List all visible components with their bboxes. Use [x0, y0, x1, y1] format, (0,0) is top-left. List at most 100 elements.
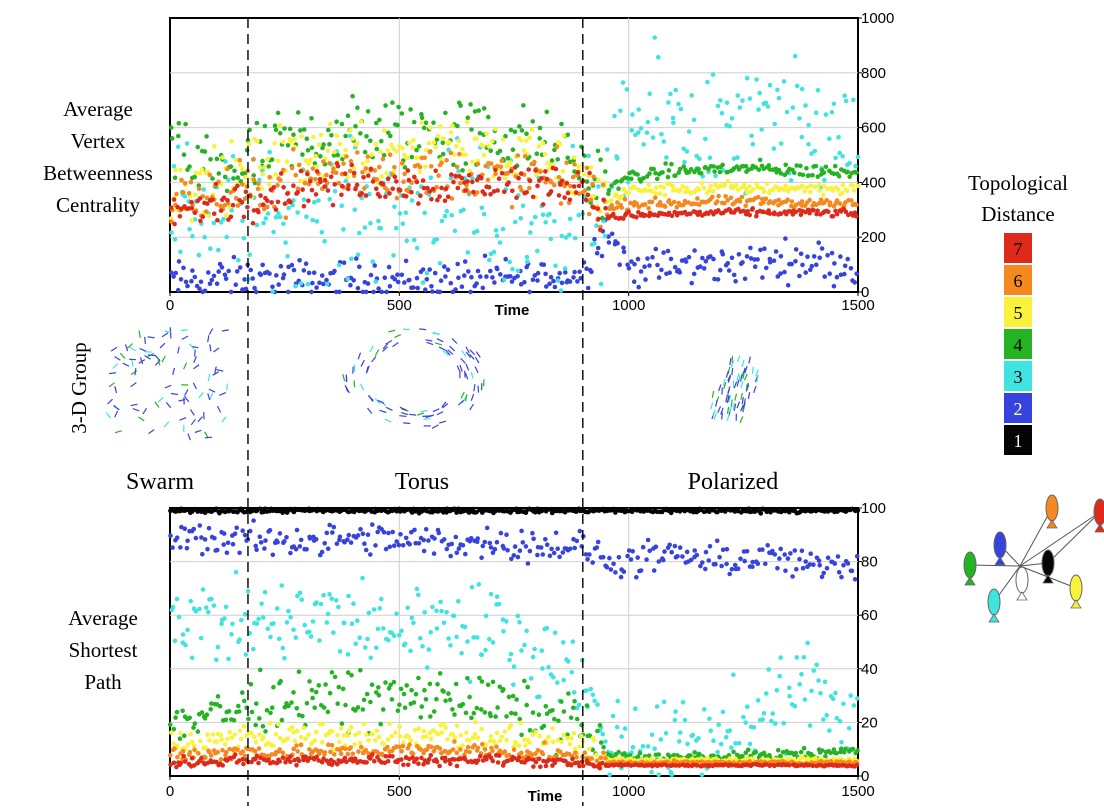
betweenness-point-series-2	[226, 268, 231, 274]
shortest-path-point-series-2	[463, 551, 468, 557]
shortest-path-point-series-4	[780, 749, 786, 755]
betweenness-point-series-7	[265, 198, 270, 203]
shortest-path-point-series-3	[349, 621, 355, 626]
shortest-path-point-series-3	[371, 607, 377, 612]
betweenness-point-series-2	[248, 267, 253, 273]
shortest-path-point-series-7	[385, 758, 391, 764]
shortest-path-point-series-5	[591, 738, 597, 743]
shortest-path-point-series-6	[358, 744, 364, 750]
shortest-path-point-series-2	[468, 536, 474, 541]
shortest-path-point-series-5	[364, 732, 369, 737]
shortest-path-point-series-6	[437, 746, 443, 751]
shortest-path-point-series-1	[611, 506, 616, 512]
shortest-path-point-series-6	[385, 744, 390, 750]
shortest-path-point-series-2	[398, 532, 403, 537]
shortest-path-point-series-6	[465, 744, 471, 750]
betweenness-point-series-5	[299, 134, 304, 139]
agent-glyph	[432, 332, 440, 335]
agent-glyph	[711, 390, 715, 398]
betweenness-point-series-7	[556, 193, 562, 198]
shortest-path-point-series-4	[349, 672, 354, 678]
shortest-path-point-series-3	[830, 696, 836, 701]
betweenness-point-series-6	[449, 196, 455, 201]
betweenness-point-series-3	[673, 87, 678, 93]
betweenness-point-series-3	[525, 259, 530, 265]
betweenness-point-series-6	[251, 177, 257, 183]
shortest-path-point-series-3	[237, 637, 242, 642]
betweenness-point-series-3	[756, 107, 761, 112]
shortest-path-point-series-3	[678, 730, 683, 735]
betweenness-point-series-6	[494, 164, 500, 169]
shortest-path-point-series-4	[309, 687, 315, 693]
shortest-path-point-series-2	[413, 540, 419, 546]
shortest-path-point-series-3	[456, 599, 461, 604]
betweenness-point-series-5	[493, 126, 498, 132]
betweenness-point-series-3	[409, 198, 415, 203]
betweenness-point-series-2	[559, 280, 565, 286]
shortest-path-point-series-3	[588, 686, 594, 692]
betweenness-point-series-3	[843, 98, 849, 104]
betweenness-point-series-7	[175, 204, 180, 210]
betweenness-point-series-4	[275, 110, 281, 116]
shortest-path-point-series-3	[215, 644, 221, 650]
shortest-path-point-series-7	[536, 756, 542, 762]
legend-label-6: 6	[1014, 271, 1023, 291]
betweenness-point-series-4	[519, 128, 525, 133]
shortest-path-point-series-2	[482, 539, 488, 545]
betweenness-point-series-4	[320, 145, 325, 151]
betweenness-point-series-3	[813, 110, 819, 116]
shortest-path-point-series-7	[526, 756, 532, 762]
network-node-tail	[994, 556, 1006, 566]
shortest-path-point-series-3	[751, 725, 757, 730]
betweenness-point-series-4	[244, 148, 250, 153]
shortest-path-point-series-2	[453, 534, 459, 540]
betweenness-point-series-3	[497, 240, 503, 245]
betweenness-point-series-7	[339, 192, 344, 198]
legend-swatch-3	[1004, 361, 1032, 391]
shortest-path-point-series-4	[692, 750, 697, 755]
betweenness-point-series-7	[405, 168, 411, 173]
shortest-path-point-series-7	[232, 752, 238, 757]
betweenness-point-series-2	[324, 277, 329, 283]
shortest-path-point-series-3	[552, 630, 558, 636]
betweenness-point-series-2	[632, 262, 637, 267]
betweenness-point-series-2	[365, 281, 371, 286]
shortest-path-point-series-2	[253, 543, 258, 549]
betweenness-point-series-6	[417, 164, 423, 170]
shortest-path-point-series-7	[810, 763, 816, 769]
shortest-path-point-series-3	[774, 688, 780, 693]
legend-label-4: 4	[1014, 335, 1023, 355]
shortest-path-point-series-7	[314, 754, 319, 760]
agent-glyph	[144, 354, 151, 360]
betweenness-ytick-label: 400	[861, 174, 886, 191]
shortest-path-point-series-4	[568, 715, 574, 720]
shortest-path-point-series-5	[337, 739, 342, 745]
shortest-path-point-series-2	[635, 555, 640, 560]
betweenness-point-series-6	[772, 199, 778, 204]
shortest-path-point-series-3	[540, 666, 545, 671]
betweenness-point-series-2	[407, 277, 412, 283]
betweenness-point-series-5	[428, 125, 433, 131]
betweenness-point-series-7	[409, 189, 414, 195]
betweenness-point-series-3	[500, 226, 506, 232]
shortest-path-point-series-3	[622, 726, 628, 731]
betweenness-point-series-2	[355, 285, 361, 291]
betweenness-point-series-3	[175, 144, 181, 150]
betweenness-point-series-2	[223, 276, 229, 282]
shortest-path-point-series-2	[585, 557, 590, 562]
betweenness-point-series-7	[559, 178, 565, 184]
shortest-path-point-series-4	[637, 751, 643, 756]
shortest-path-point-series-2	[763, 561, 768, 567]
shortest-path-point-series-3	[799, 671, 804, 677]
betweenness-point-series-6	[186, 191, 192, 196]
shortest-path-point-series-2	[600, 554, 606, 560]
shortest-path-point-series-3	[219, 621, 224, 627]
shortest-path-point-series-3	[656, 772, 661, 777]
betweenness-point-series-2	[571, 275, 576, 280]
shortest-path-point-series-2	[484, 525, 490, 531]
shortest-path-point-series-4	[383, 680, 388, 685]
betweenness-point-series-4	[794, 163, 799, 168]
shortest-path-point-series-5	[289, 725, 295, 730]
betweenness-point-series-7	[380, 181, 386, 187]
betweenness-point-series-2	[171, 274, 176, 279]
